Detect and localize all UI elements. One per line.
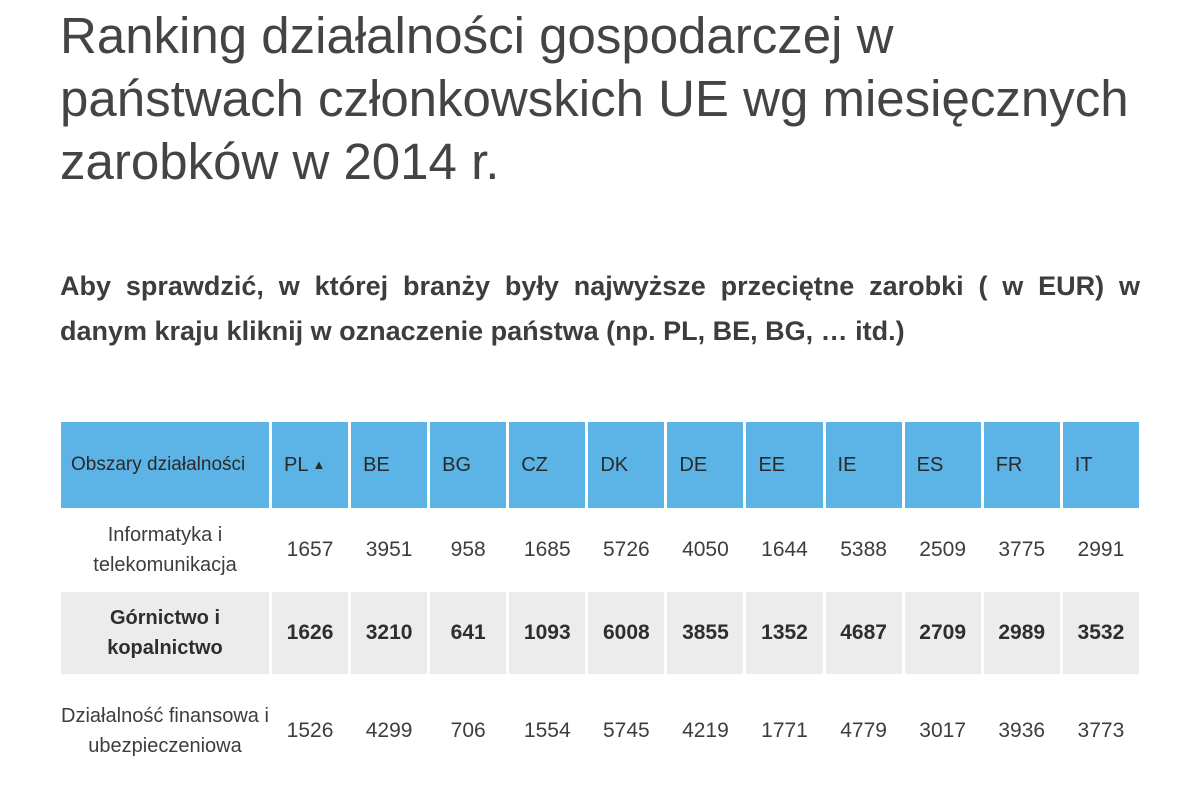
earnings-table-container: Obszary działalności PL ▲ BE BG CZ DK DE … <box>61 422 1139 788</box>
column-header-ee[interactable]: EE <box>746 422 823 508</box>
table-row: Górnictwo i kopalnictwo 1626 3210 641 10… <box>61 592 1139 674</box>
row-label: Górnictwo i kopalnictwo <box>61 592 269 674</box>
column-header-dk[interactable]: DK <box>588 422 665 508</box>
table-cell: 1685 <box>523 538 571 561</box>
table-cell: 4687 <box>825 592 902 674</box>
column-header-activity: Obszary działalności <box>61 422 269 508</box>
table-cell: 5726 <box>602 538 650 561</box>
table-row: Informatyka i telekomunikacja 1657 3951 … <box>61 508 1139 592</box>
column-header-pl[interactable]: PL ▲ <box>272 422 349 508</box>
table-cell: 1626 <box>272 592 349 674</box>
instructions-text: Aby sprawdzić, w której branży były najw… <box>60 271 1140 346</box>
table-cell: 2709 <box>904 592 981 674</box>
table-cell: 4779 <box>840 719 887 742</box>
table-cell: 3951 <box>365 538 413 561</box>
table-cell: 706 <box>450 719 486 742</box>
table-cell: 4219 <box>682 719 729 742</box>
column-header-es[interactable]: ES <box>904 422 981 508</box>
table-cell: 4050 <box>682 538 729 561</box>
table-row: Działalność finansowa i ubezpieczeniowa … <box>61 674 1139 788</box>
column-header-fr[interactable]: FR <box>983 422 1060 508</box>
chevron-up-icon: ▲ <box>312 456 326 472</box>
table-cell: 5388 <box>840 538 887 561</box>
column-header-be[interactable]: BE <box>351 422 428 508</box>
table-cell: 641 <box>430 592 507 674</box>
column-header-it[interactable]: IT <box>1062 422 1139 508</box>
table-cell: 3775 <box>998 538 1046 561</box>
table-cell: 1352 <box>746 592 823 674</box>
table-cell: 2509 <box>919 538 967 561</box>
column-header-ie[interactable]: IE <box>825 422 902 508</box>
table-cell: 3210 <box>351 592 428 674</box>
column-header-label: PL <box>284 453 309 476</box>
page-title: Ranking działalności gospodarczej w pańs… <box>60 7 1129 190</box>
table-cell: 1657 <box>286 538 334 561</box>
table-cell: 6008 <box>588 592 665 674</box>
table-cell: 3855 <box>667 592 744 674</box>
table-cell: 3532 <box>1062 592 1139 674</box>
row-label: Informatyka i telekomunikacja <box>93 524 237 576</box>
table-header-row: Obszary działalności PL ▲ BE BG CZ DK DE … <box>61 422 1139 508</box>
column-header-bg[interactable]: BG <box>430 422 507 508</box>
column-header-de[interactable]: DE <box>667 422 744 508</box>
column-header-cz[interactable]: CZ <box>509 422 586 508</box>
table-cell: 1771 <box>761 719 808 742</box>
earnings-table: Obszary działalności PL ▲ BE BG CZ DK DE … <box>58 422 1142 788</box>
table-cell: 958 <box>450 538 486 561</box>
table-cell: 3017 <box>919 719 967 742</box>
table-cell: 1093 <box>509 592 586 674</box>
table-cell: 5745 <box>602 719 650 742</box>
table-cell: 2989 <box>983 592 1060 674</box>
table-cell: 1644 <box>761 538 808 561</box>
table-cell: 2991 <box>1077 538 1125 561</box>
table-cell: 3936 <box>998 719 1046 742</box>
table-cell: 3773 <box>1077 719 1125 742</box>
table-cell: 1554 <box>523 719 571 742</box>
table-cell: 1526 <box>286 719 334 742</box>
table-cell: 4299 <box>365 719 413 742</box>
row-label: Działalność finansowa i ubezpieczeniowa <box>61 705 269 757</box>
